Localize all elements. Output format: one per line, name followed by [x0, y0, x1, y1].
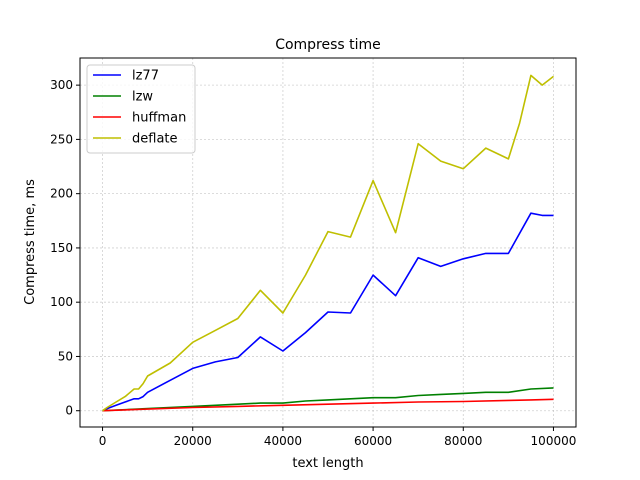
x-tick-label: 60000 — [354, 434, 392, 448]
chart-title: Compress time — [275, 37, 381, 53]
x-tick-label: 20000 — [174, 434, 212, 448]
series-lines — [102, 74, 554, 412]
x-tick-label: 40000 — [264, 434, 302, 448]
y-tick-label: 300 — [50, 78, 73, 92]
grid-lines — [80, 58, 576, 427]
legend-entries: lz77 lzw huffman deflate — [93, 69, 186, 147]
legend-label-deflate: deflate — [132, 132, 178, 147]
series-line-deflate — [102, 74, 554, 412]
y-axis-ticks: 0 50 100 150 200 250 300 — [50, 78, 80, 418]
y-tick-label: 200 — [50, 187, 73, 201]
x-axis-ticks: 0 20000 40000 60000 80000 100000 — [99, 427, 577, 448]
y-tick-label: 150 — [50, 241, 73, 255]
x-tick-label: 0 — [99, 434, 107, 448]
x-axis-label: text length — [292, 456, 363, 471]
legend-box — [86, 64, 196, 154]
series-line-lz77 — [102, 212, 554, 412]
x-tick-label: 80000 — [444, 434, 482, 448]
y-tick-label: 250 — [50, 132, 73, 146]
legend: lz77 lzw huffman deflate — [86, 64, 196, 154]
y-tick-label: 50 — [58, 349, 73, 363]
legend-label-lz77: lz77 — [132, 69, 159, 84]
legend-label-huffman: huffman — [132, 111, 186, 126]
y-tick-label: 100 — [50, 295, 73, 309]
legend-label-lzw: lzw — [132, 90, 153, 105]
plot-frame — [79, 57, 577, 428]
y-tick-label: 0 — [65, 404, 73, 418]
series-line-lzw — [102, 387, 554, 412]
y-axis-label: Compress time, ms — [23, 179, 38, 305]
series-line-huffman — [102, 398, 554, 412]
x-tick-label: 100000 — [531, 434, 577, 448]
